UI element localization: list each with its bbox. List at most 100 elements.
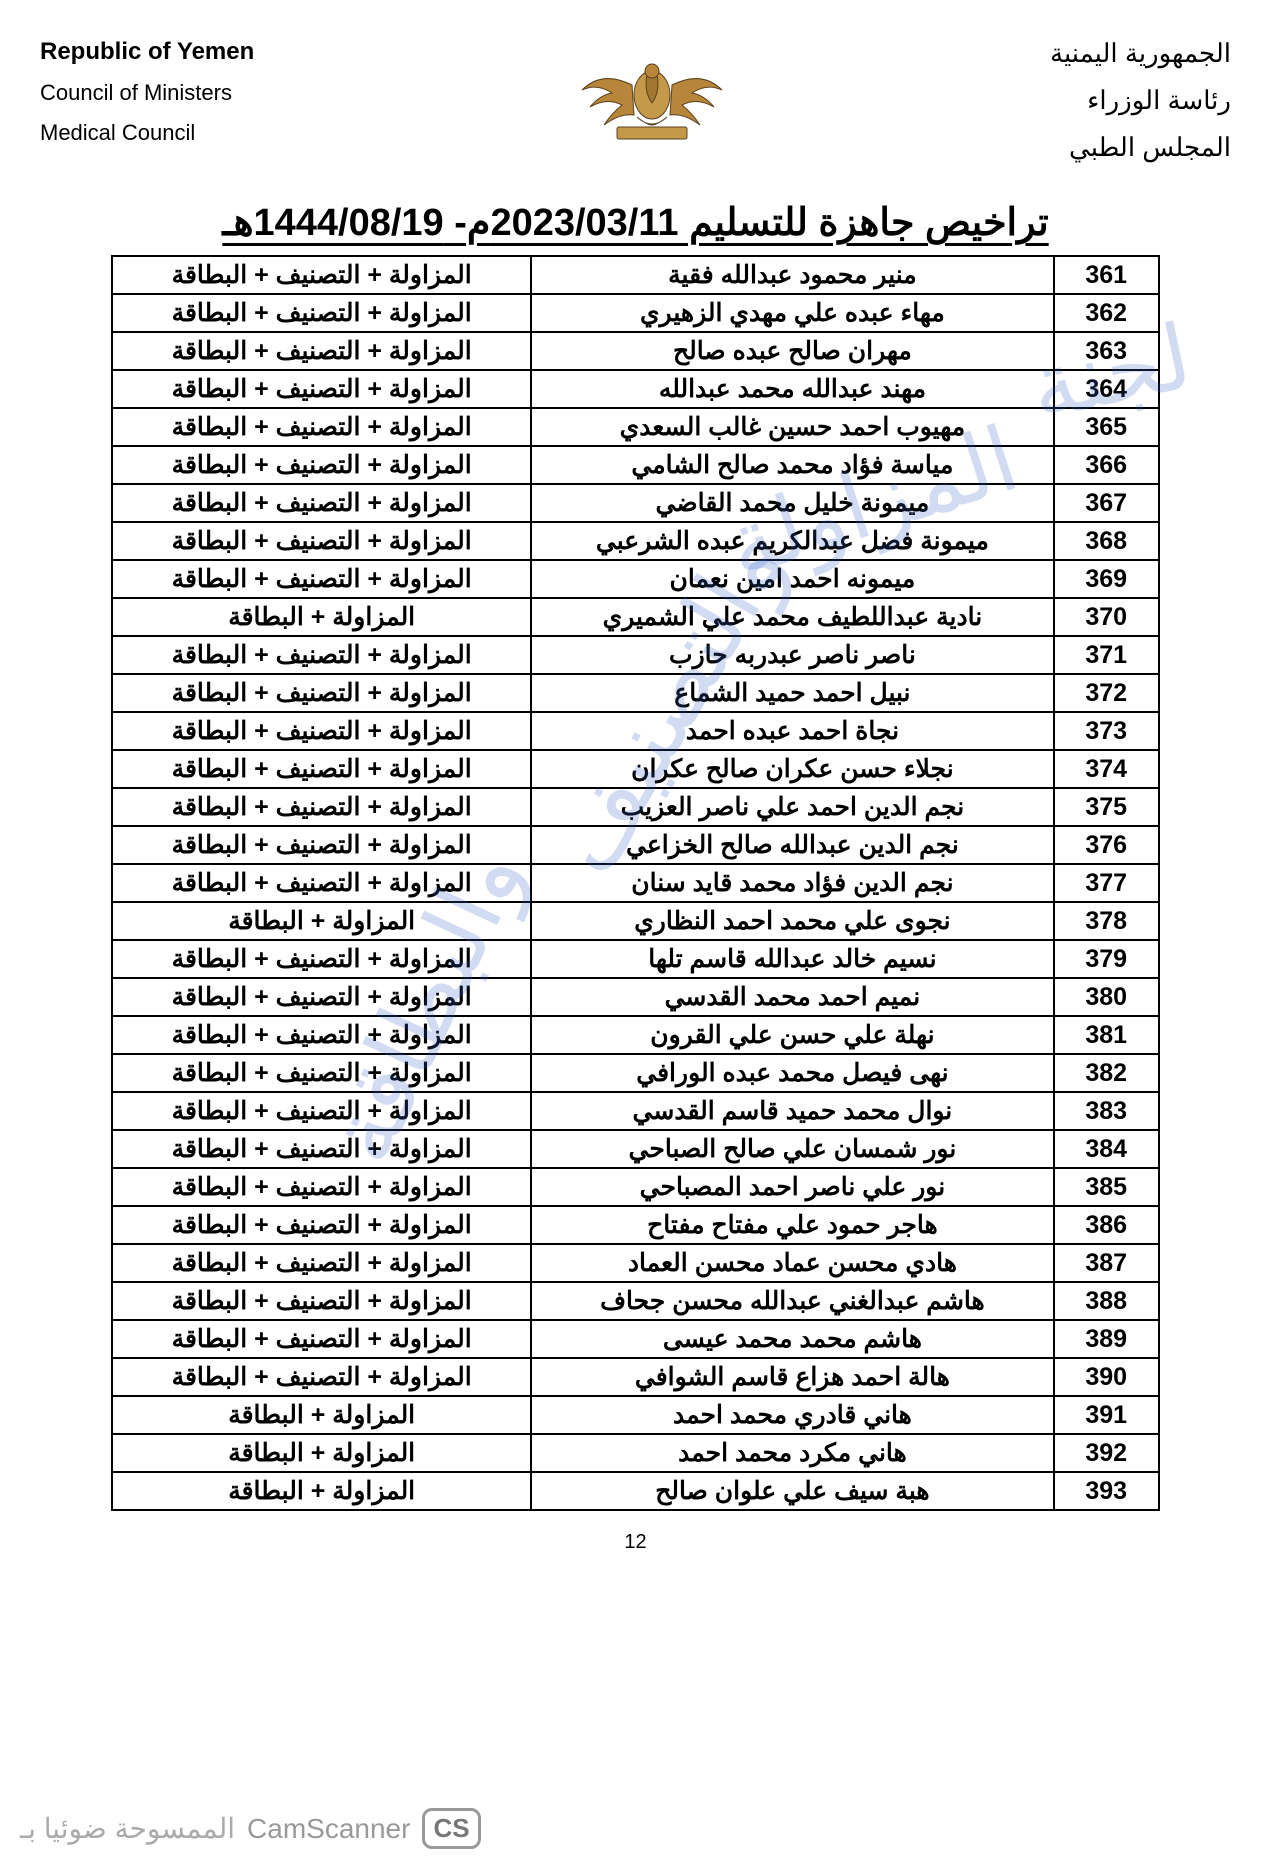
header-left-line1: Republic of Yemen: [40, 30, 254, 73]
row-name: نميم احمد محمد القدسي: [531, 978, 1054, 1016]
row-docs: المزاولة + التصنيف + البطاقة: [112, 788, 530, 826]
table-row: 365مهيوب احمد حسين غالب السعديالمزاولة +…: [112, 408, 1158, 446]
table-row: 371ناصر ناصر عبدربه حازبالمزاولة + التصن…: [112, 636, 1158, 674]
row-name: نسيم خالد عبدالله قاسم تلها: [531, 940, 1054, 978]
row-docs: المزاولة + التصنيف + البطاقة: [112, 940, 530, 978]
header-left-line2: Council of Ministers: [40, 73, 254, 113]
row-number: 385: [1054, 1168, 1159, 1206]
table-row: 372نبيل احمد حميد الشماعالمزاولة + التصن…: [112, 674, 1158, 712]
row-number: 366: [1054, 446, 1159, 484]
row-docs: المزاولة + التصنيف + البطاقة: [112, 1054, 530, 1092]
row-number: 372: [1054, 674, 1159, 712]
row-name: ميمونة خليل محمد القاضي: [531, 484, 1054, 522]
row-number: 373: [1054, 712, 1159, 750]
row-name: هاجر حمود علي مفتاح مفتاح: [531, 1206, 1054, 1244]
row-docs: المزاولة + التصنيف + البطاقة: [112, 446, 530, 484]
row-name: هاشم محمد محمد عيسى: [531, 1320, 1054, 1358]
row-name: منير محمود عبدالله فقية: [531, 256, 1054, 294]
row-number: 371: [1054, 636, 1159, 674]
row-name: نهلة علي حسن علي القرون: [531, 1016, 1054, 1054]
row-docs: المزاولة + التصنيف + البطاقة: [112, 370, 530, 408]
row-number: 369: [1054, 560, 1159, 598]
table-row: 390هالة احمد هزاع قاسم الشوافيالمزاولة +…: [112, 1358, 1158, 1396]
row-name: نهى فيصل محمد عبده الورافي: [531, 1054, 1054, 1092]
row-number: 386: [1054, 1206, 1159, 1244]
camscanner-badge-icon: CS: [422, 1808, 480, 1849]
header-left-line3: Medical Council: [40, 113, 254, 153]
row-number: 387: [1054, 1244, 1159, 1282]
table-row: 391هاني قادري محمد احمدالمزاولة + البطاق…: [112, 1396, 1158, 1434]
row-docs: المزاولة + التصنيف + البطاقة: [112, 978, 530, 1016]
table-row: 377نجم الدين فؤاد محمد قايد سنانالمزاولة…: [112, 864, 1158, 902]
row-name: ناصر ناصر عبدربه حازب: [531, 636, 1054, 674]
row-docs: المزاولة + البطاقة: [112, 598, 530, 636]
row-docs: المزاولة + التصنيف + البطاقة: [112, 1320, 530, 1358]
row-name: نجم الدين احمد علي ناصر العزيب: [531, 788, 1054, 826]
row-number: 389: [1054, 1320, 1159, 1358]
row-docs: المزاولة + التصنيف + البطاقة: [112, 712, 530, 750]
row-number: 382: [1054, 1054, 1159, 1092]
table-row: 366مياسة فؤاد محمد صالح الشاميالمزاولة +…: [112, 446, 1158, 484]
table-row: 361منير محمود عبدالله فقيةالمزاولة + الت…: [112, 256, 1158, 294]
row-number: 367: [1054, 484, 1159, 522]
table-row: 386هاجر حمود علي مفتاح مفتاحالمزاولة + ا…: [112, 1206, 1158, 1244]
row-docs: المزاولة + التصنيف + البطاقة: [112, 1358, 530, 1396]
row-docs: المزاولة + البطاقة: [112, 902, 530, 940]
row-docs: المزاولة + التصنيف + البطاقة: [112, 1282, 530, 1320]
row-docs: المزاولة + التصنيف + البطاقة: [112, 560, 530, 598]
row-name: هاني قادري محمد احمد: [531, 1396, 1054, 1434]
row-name: نجلاء حسن عكران صالح عكران: [531, 750, 1054, 788]
row-name: هادي محسن عماد محسن العماد: [531, 1244, 1054, 1282]
table-row: 363مهران صالح عبده صالحالمزاولة + التصني…: [112, 332, 1158, 370]
row-number: 364: [1054, 370, 1159, 408]
row-number: 365: [1054, 408, 1159, 446]
row-docs: المزاولة + التصنيف + البطاقة: [112, 750, 530, 788]
row-name: هاشم عبدالغني عبدالله محسن جحاف: [531, 1282, 1054, 1320]
row-name: نجوى علي محمد احمد النظاري: [531, 902, 1054, 940]
row-docs: المزاولة + التصنيف + البطاقة: [112, 256, 530, 294]
scan-footer: CS CamScanner الممسوحة ضوئيا بـ: [20, 1808, 481, 1849]
row-docs: المزاولة + البطاقة: [112, 1434, 530, 1472]
row-docs: المزاولة + التصنيف + البطاقة: [112, 674, 530, 712]
row-name: هاني مكرد محمد احمد: [531, 1434, 1054, 1472]
row-number: 384: [1054, 1130, 1159, 1168]
table-row: 378نجوى علي محمد احمد النظاريالمزاولة + …: [112, 902, 1158, 940]
row-docs: المزاولة + التصنيف + البطاقة: [112, 1244, 530, 1282]
row-name: نور شمسان علي صالح الصباحي: [531, 1130, 1054, 1168]
table-row: 385نور علي ناصر احمد المصباحيالمزاولة + …: [112, 1168, 1158, 1206]
row-name: نجم الدين فؤاد محمد قايد سنان: [531, 864, 1054, 902]
row-docs: المزاولة + التصنيف + البطاقة: [112, 636, 530, 674]
row-docs: المزاولة + البطاقة: [112, 1396, 530, 1434]
table-row: 369ميمونه احمد امين نعمانالمزاولة + التص…: [112, 560, 1158, 598]
row-name: ميمونه احمد امين نعمان: [531, 560, 1054, 598]
row-docs: المزاولة + التصنيف + البطاقة: [112, 1168, 530, 1206]
row-name: هالة احمد هزاع قاسم الشوافي: [531, 1358, 1054, 1396]
table-row: 384نور شمسان علي صالح الصباحيالمزاولة + …: [112, 1130, 1158, 1168]
row-number: 370: [1054, 598, 1159, 636]
row-docs: المزاولة + التصنيف + البطاقة: [112, 332, 530, 370]
header-right: الجمهورية اليمنية رئاسة الوزراء المجلس ا…: [1050, 30, 1231, 170]
row-docs: المزاولة + التصنيف + البطاقة: [112, 864, 530, 902]
table-row: 388هاشم عبدالغني عبدالله محسن جحافالمزاو…: [112, 1282, 1158, 1320]
row-docs: المزاولة + التصنيف + البطاقة: [112, 1092, 530, 1130]
table-row: 382نهى فيصل محمد عبده الورافيالمزاولة + …: [112, 1054, 1158, 1092]
row-docs: المزاولة + التصنيف + البطاقة: [112, 1016, 530, 1054]
row-number: 362: [1054, 294, 1159, 332]
row-number: 379: [1054, 940, 1159, 978]
row-name: نادية عبداللطيف محمد علي الشميري: [531, 598, 1054, 636]
row-number: 393: [1054, 1472, 1159, 1510]
page-title: تراخيص جاهزة للتسليم 2023/03/11م- 1444/0…: [40, 200, 1231, 245]
row-number: 391: [1054, 1396, 1159, 1434]
row-name: نجاة احمد عبده احمد: [531, 712, 1054, 750]
table-row: 364مهند عبدالله محمد عبداللهالمزاولة + ا…: [112, 370, 1158, 408]
header-right-line2: رئاسة الوزراء: [1050, 77, 1231, 124]
row-docs: المزاولة + التصنيف + البطاقة: [112, 1130, 530, 1168]
row-name: نوال محمد حميد قاسم القدسي: [531, 1092, 1054, 1130]
table-row: 368ميمونة فضل عبدالكريم عبده الشرعبيالمز…: [112, 522, 1158, 560]
row-number: 392: [1054, 1434, 1159, 1472]
table-row: 392هاني مكرد محمد احمدالمزاولة + البطاقة: [112, 1434, 1158, 1472]
table-row: 362مهاء عبده علي مهدي الزهيريالمزاولة + …: [112, 294, 1158, 332]
table-row: 379نسيم خالد عبدالله قاسم تلهاالمزاولة +…: [112, 940, 1158, 978]
table-row: 370نادية عبداللطيف محمد علي الشميريالمزا…: [112, 598, 1158, 636]
header: Republic of Yemen Council of Ministers M…: [40, 30, 1231, 170]
